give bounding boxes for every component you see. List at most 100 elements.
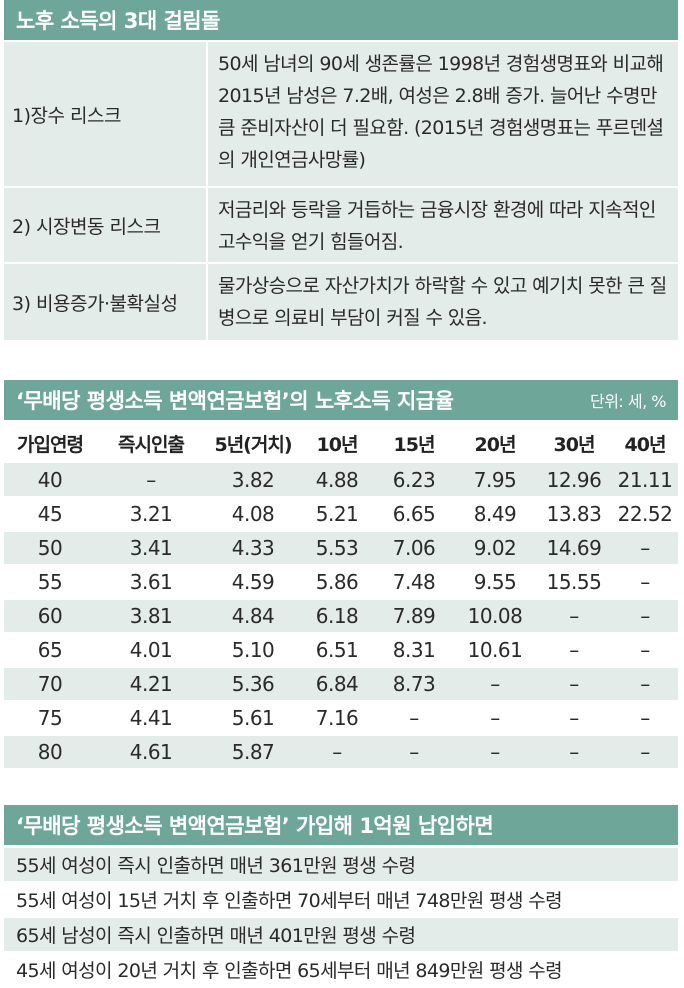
table-row: 50 3.41 4.33 5.53 7.06 9.02 14.69– xyxy=(4,531,678,566)
table-cell: 8.49 xyxy=(454,497,536,532)
table-cell: 4.61 xyxy=(96,735,206,770)
column-header: 즉시인출 xyxy=(96,423,206,463)
table-row: 60 3.81 4.84 6.18 7.89 10.08– – xyxy=(4,599,678,634)
table-cell: 7.95 xyxy=(454,463,536,498)
column-header: 15년 xyxy=(374,423,454,463)
table-cell: – xyxy=(536,633,612,668)
table-row: 80 4.61 5.87– – – – – xyxy=(4,735,678,770)
table-cell: 8.31 xyxy=(374,633,454,668)
rates-section-header: ‘무배당 평생소득 변액연금보험’의 노후소득 지급율 단위: 세, % xyxy=(4,380,678,420)
table-cell: 10.61 xyxy=(454,633,536,668)
payout-section-header: ‘무배당 평생소득 변액연금보험’ 가입해 1억원 납입하면 xyxy=(4,805,678,845)
table-row: 40–3.82 4.88 6.23 7.95 12.96 21.11 xyxy=(4,463,678,498)
risk-row: 2) 시장변동 리스크 저금리와 등락을 거듭하는 금융시장 환경에 따라 지속… xyxy=(4,188,678,262)
table-cell: 7.16 xyxy=(300,701,374,736)
rates-table: 가입연령 즉시인출 5년(거치) 10년 15년 20년 30년 40년 40–3.82 4.8… xyxy=(4,423,678,770)
table-cell: 21.11 xyxy=(612,463,678,498)
risk-name: 3) 비용증가·불확실성 xyxy=(4,264,208,340)
table-cell: – xyxy=(536,735,612,770)
payout-list: 55세 여성이 즉시 인출하면 매년 361만원 평생 수령 55세 여성이 1… xyxy=(4,848,678,988)
column-header: 20년 xyxy=(454,423,536,463)
column-header: 5년(거치) xyxy=(206,423,300,463)
table-row: 55 3.61 4.59 5.86 7.48 9.55 15.55– xyxy=(4,565,678,600)
table-cell: 8.73 xyxy=(374,667,454,702)
table-cell: 75 xyxy=(4,701,96,736)
table-cell: 6.23 xyxy=(374,463,454,498)
column-header: 가입연령 xyxy=(4,423,96,463)
list-item: 45세 여성이 20년 거치 후 인출하면 65세부터 매년 849만원 평생 … xyxy=(4,953,678,986)
column-header: 40년 xyxy=(612,423,678,463)
table-row: 70 4.21 5.36 6.84 8.73– – – xyxy=(4,667,678,702)
risk-row: 1)장수 리스크 50세 남녀의 90세 생존률은 1998년 경험생명표와 비… xyxy=(4,42,678,186)
table-cell: – xyxy=(536,701,612,736)
table-cell: 4.33 xyxy=(206,531,300,566)
risk-description: 50세 남녀의 90세 생존률은 1998년 경험생명표와 비교해 2015년 … xyxy=(218,53,664,171)
table-cell: 50 xyxy=(4,531,96,566)
table-cell: 40 xyxy=(4,463,96,498)
risk-description: 물가상승으로 자산가치가 하락할 수 있고 예기치 못한 큰 질병으로 의료비 … xyxy=(218,275,667,329)
table-cell: – xyxy=(374,701,454,736)
rates-unit-label: 단위: 세, % xyxy=(589,392,667,411)
table-cell: 6.51 xyxy=(300,633,374,668)
table-cell: 5.86 xyxy=(300,565,374,600)
table-cell: – xyxy=(374,735,454,770)
list-item: 55세 여성이 즉시 인출하면 매년 361만원 평생 수령 xyxy=(4,848,678,881)
table-cell: 13.83 xyxy=(536,497,612,532)
table-cell: 6.18 xyxy=(300,599,374,634)
table-cell: 7.48 xyxy=(374,565,454,600)
table-row: 65 4.01 5.10 6.51 8.31 10.61– – xyxy=(4,633,678,668)
table-cell: 4.41 xyxy=(96,701,206,736)
table-cell: – xyxy=(612,531,678,566)
list-item: 55세 여성이 15년 거치 후 인출하면 70세부터 매년 748만원 평생 … xyxy=(4,883,678,916)
table-cell: – xyxy=(454,735,536,770)
risks-section-title: 노후 소득의 3대 걸림돌 xyxy=(16,9,220,33)
table-cell: 4.08 xyxy=(206,497,300,532)
table-cell: 60 xyxy=(4,599,96,634)
column-header: 10년 xyxy=(300,423,374,463)
table-cell: – xyxy=(612,633,678,668)
risks-section-header: 노후 소득의 3대 걸림돌 xyxy=(4,0,678,40)
risk-row: 3) 비용증가·불확실성 물가상승으로 자산가치가 하락할 수 있고 예기치 못… xyxy=(4,264,678,340)
risk-description: 저금리와 등락을 거듭하는 금융시장 환경에 따라 지속적인 고수익을 얻기 힘… xyxy=(218,199,656,253)
table-cell: 10.08 xyxy=(454,599,536,634)
table-cell: 6.65 xyxy=(374,497,454,532)
list-item: 65세 남성이 즉시 인출하면 매년 401만원 평생 수령 xyxy=(4,918,678,951)
table-cell: – xyxy=(612,599,678,634)
table-cell: – xyxy=(612,565,678,600)
table-cell: – xyxy=(96,463,206,498)
table-cell: 22.52 xyxy=(612,497,678,532)
table-cell: – xyxy=(536,599,612,634)
table-cell: 3.81 xyxy=(96,599,206,634)
table-row: 45 3.21 4.08 5.21 6.65 8.49 13.83 22.52 xyxy=(4,497,678,532)
table-cell: 45 xyxy=(4,497,96,532)
table-cell: 5.10 xyxy=(206,633,300,668)
table-cell: 5.36 xyxy=(206,667,300,702)
table-row: 75 4.41 5.61 7.16– – – – xyxy=(4,701,678,736)
table-cell: – xyxy=(300,735,374,770)
table-cell: 6.84 xyxy=(300,667,374,702)
table-cell: 15.55 xyxy=(536,565,612,600)
table-cell: 9.55 xyxy=(454,565,536,600)
table-cell: – xyxy=(536,667,612,702)
table-cell: 14.69 xyxy=(536,531,612,566)
table-cell: 5.53 xyxy=(300,531,374,566)
table-cell: 70 xyxy=(4,667,96,702)
table-cell: 55 xyxy=(4,565,96,600)
table-cell: – xyxy=(454,667,536,702)
table-cell: 65 xyxy=(4,633,96,668)
risks-table: 1)장수 리스크 50세 남녀의 90세 생존률은 1998년 경험생명표와 비… xyxy=(4,42,678,342)
table-cell: 4.59 xyxy=(206,565,300,600)
table-cell: – xyxy=(612,701,678,736)
table-cell: 4.21 xyxy=(96,667,206,702)
risk-name: 1)장수 리스크 xyxy=(4,42,208,186)
table-header-row: 가입연령 즉시인출 5년(거치) 10년 15년 20년 30년 40년 xyxy=(4,423,678,463)
table-cell: 12.96 xyxy=(536,463,612,498)
table-cell: 5.61 xyxy=(206,701,300,736)
risk-name: 2) 시장변동 리스크 xyxy=(4,188,208,262)
table-cell: 4.88 xyxy=(300,463,374,498)
table-cell: – xyxy=(454,701,536,736)
table-cell: 3.61 xyxy=(96,565,206,600)
table-cell: 7.06 xyxy=(374,531,454,566)
table-cell: 4.01 xyxy=(96,633,206,668)
table-cell: 3.41 xyxy=(96,531,206,566)
